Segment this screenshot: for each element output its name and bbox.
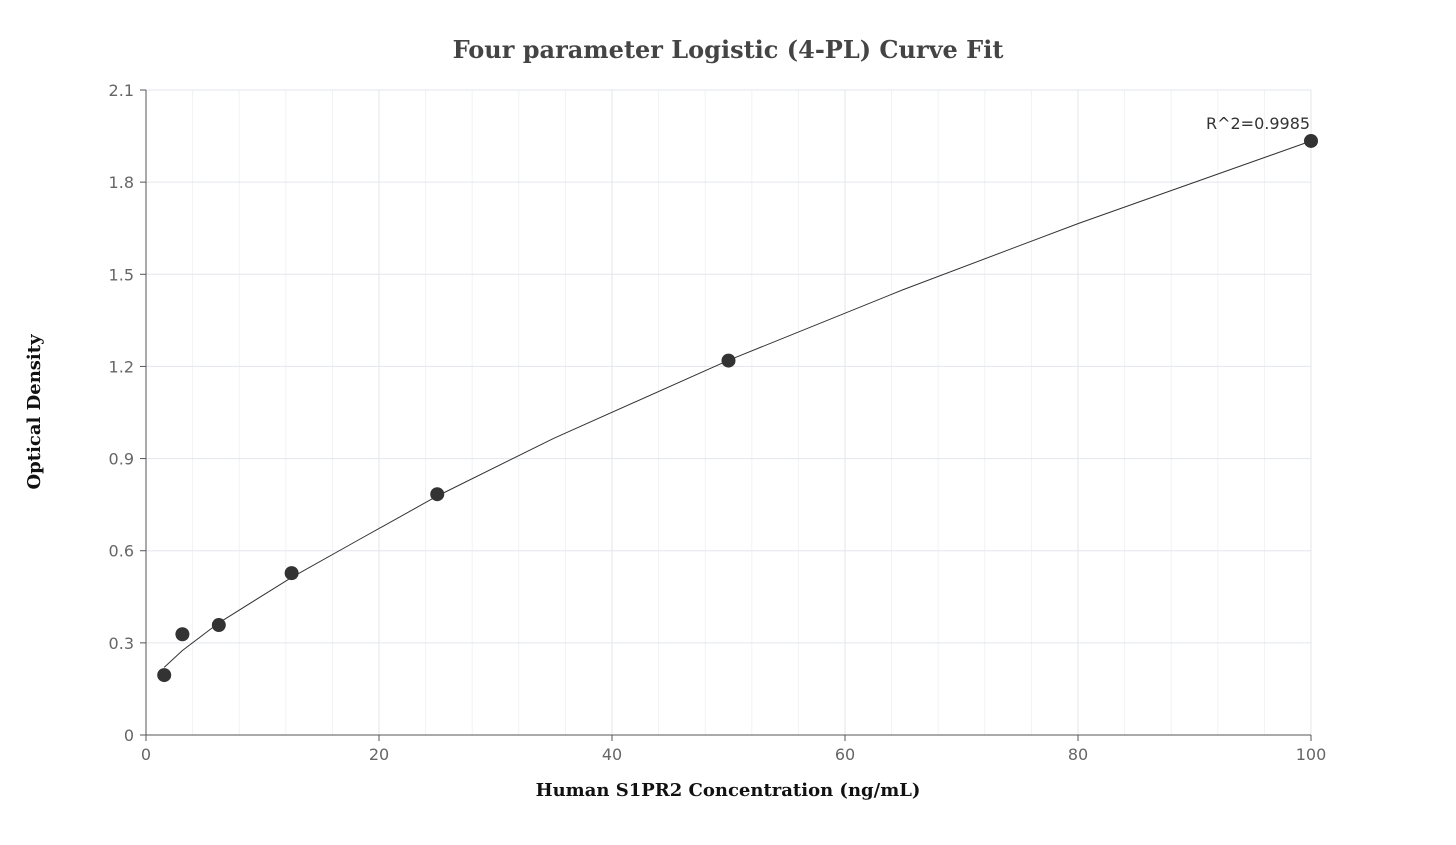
y-axis-title: Optical Density: [24, 334, 45, 490]
curve-layer: [163, 140, 1312, 668]
annotation-layer: R^2=0.9985: [1206, 114, 1310, 133]
axis-layer: [145, 90, 1311, 736]
r-squared-annotation: R^2=0.9985: [1206, 114, 1310, 133]
data-point: [1304, 133, 1318, 148]
grid-layer: [146, 89, 1312, 735]
x-tick-label: 40: [602, 745, 622, 764]
point-layer: [157, 133, 1318, 683]
y-tick-label: 1.8: [109, 173, 134, 192]
chart-title: Four parameter Logistic (4-PL) Curve Fit: [453, 35, 1004, 64]
tick-layer: 0 20 40 60 80 100 0 0.3 0.6 0.9 1.2 1.5 1.8 2.1: [109, 81, 1327, 764]
y-tick-label: 0.3: [109, 634, 134, 653]
y-tick-label: 2.1: [109, 81, 134, 100]
y-tick-label: 1.2: [109, 357, 134, 376]
x-axis-title: Human S1PR2 Concentration (ng/mL): [536, 780, 921, 801]
x-tick-label: 100: [1296, 745, 1327, 764]
data-point: [721, 353, 736, 368]
data-point: [430, 487, 445, 502]
y-tick-label: 1.5: [109, 265, 134, 284]
x-tick-label: 80: [1068, 745, 1088, 764]
x-tick-label: 0: [141, 745, 151, 764]
data-point: [211, 618, 226, 633]
fit-curve-line: [163, 140, 1312, 668]
data-point: [284, 566, 299, 581]
y-tick-label: 0: [124, 726, 134, 745]
data-point: [157, 668, 172, 683]
y-tick-label: 0.6: [109, 542, 134, 561]
x-tick-label: 20: [369, 745, 389, 764]
x-tick-label: 60: [835, 745, 855, 764]
y-tick-label: 0.9: [109, 450, 134, 469]
data-point: [175, 627, 190, 642]
